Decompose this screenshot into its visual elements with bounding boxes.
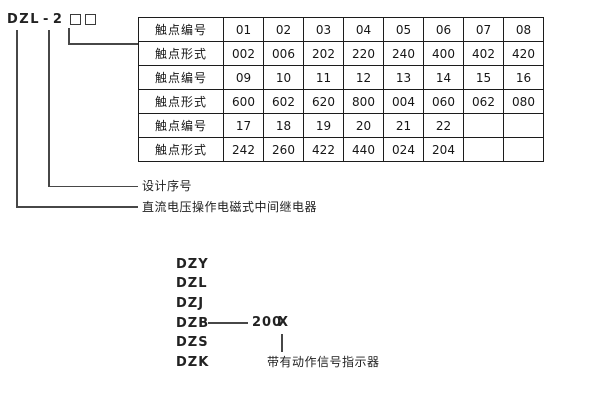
leader-line-design-serial-horizontal bbox=[48, 185, 138, 187]
legend-item-dzy: DZY bbox=[176, 257, 209, 272]
leader-line-relay-type-vertical bbox=[16, 30, 18, 207]
row-label: 触点编号 bbox=[138, 65, 224, 90]
table-cell: 400 bbox=[423, 41, 464, 66]
leader-line-contact-code-vertical bbox=[68, 28, 70, 45]
table-cell: 02 bbox=[263, 17, 304, 42]
table-cell bbox=[463, 113, 504, 138]
table-cell: 17 bbox=[223, 113, 264, 138]
model-code: DZL - 2 bbox=[7, 12, 97, 27]
table-cell: 15 bbox=[463, 65, 504, 90]
model-dash: - bbox=[43, 12, 50, 27]
table-cell: 05 bbox=[383, 17, 424, 42]
table-cell: 060 bbox=[423, 89, 464, 114]
table-cell bbox=[463, 137, 504, 162]
model-series-code: DZL bbox=[7, 12, 41, 27]
table-cell: 006 bbox=[263, 41, 304, 66]
relay-type-label: 直流电压操作电磁式中间继电器 bbox=[142, 200, 318, 214]
variant-indicator-connector-line bbox=[281, 334, 283, 352]
placeholder-box-icon bbox=[85, 14, 97, 25]
table-cell: 620 bbox=[303, 89, 344, 114]
table-cell: 12 bbox=[343, 65, 384, 90]
table-row: 触点编号 09 10 11 12 13 14 15 16 bbox=[138, 65, 544, 90]
leader-line-contact-code-horizontal bbox=[68, 43, 138, 45]
table-cell: 600 bbox=[223, 89, 264, 114]
row-label: 触点形式 bbox=[138, 41, 224, 66]
table-cell: 22 bbox=[423, 113, 464, 138]
table-cell: 16 bbox=[503, 65, 544, 90]
table-cell: 21 bbox=[383, 113, 424, 138]
row-label: 触点编号 bbox=[138, 113, 224, 138]
table-cell: 204 bbox=[423, 137, 464, 162]
table-cell: 18 bbox=[263, 113, 304, 138]
table-cell: 11 bbox=[303, 65, 344, 90]
legend-item-dzb: DZB bbox=[176, 316, 210, 331]
legend-item-dzs: DZS bbox=[176, 335, 209, 350]
table-cell: 10 bbox=[263, 65, 304, 90]
table-cell: 260 bbox=[263, 137, 304, 162]
table-cell: 06 bbox=[423, 17, 464, 42]
table-cell: 07 bbox=[463, 17, 504, 42]
table-cell: 602 bbox=[263, 89, 304, 114]
indicator-label: 带有动作信号指示器 bbox=[267, 355, 380, 369]
table-row: 触点形式 242 260 422 440 024 204 bbox=[138, 137, 544, 162]
dzb-connector-line bbox=[208, 322, 248, 324]
table-row: 触点编号 17 18 19 20 21 22 bbox=[138, 113, 544, 138]
table-cell: 420 bbox=[503, 41, 544, 66]
legend-item-dzl: DZL bbox=[176, 276, 208, 291]
placeholder-box-icon bbox=[70, 14, 82, 25]
table-cell: 20 bbox=[343, 113, 384, 138]
table-cell: 080 bbox=[503, 89, 544, 114]
table-cell bbox=[503, 113, 544, 138]
table-cell: 242 bbox=[223, 137, 264, 162]
model-design-number: 2 bbox=[52, 12, 64, 27]
table-cell: 14 bbox=[423, 65, 464, 90]
table-cell: 240 bbox=[383, 41, 424, 66]
table-cell: 08 bbox=[503, 17, 544, 42]
table-cell: 062 bbox=[463, 89, 504, 114]
table-cell bbox=[503, 137, 544, 162]
table-cell: 04 bbox=[343, 17, 384, 42]
table-cell: 19 bbox=[303, 113, 344, 138]
table-cell: 004 bbox=[383, 89, 424, 114]
table-cell: 422 bbox=[303, 137, 344, 162]
design-serial-label: 设计序号 bbox=[142, 179, 193, 193]
table-cell: 402 bbox=[463, 41, 504, 66]
contact-code-table: 触点编号 01 02 03 04 05 06 07 08 触点形式 002 00… bbox=[138, 17, 544, 162]
table-cell: 002 bbox=[223, 41, 264, 66]
table-cell: 800 bbox=[343, 89, 384, 114]
row-label: 触点形式 bbox=[138, 89, 224, 114]
row-label: 触点形式 bbox=[138, 137, 224, 162]
table-row: 触点编号 01 02 03 04 05 06 07 08 bbox=[138, 17, 544, 42]
legend-item-dzj: DZJ bbox=[176, 296, 205, 311]
leader-line-relay-type-horizontal bbox=[16, 206, 138, 208]
table-cell: 01 bbox=[223, 17, 264, 42]
table-cell: 13 bbox=[383, 65, 424, 90]
table-cell: 220 bbox=[343, 41, 384, 66]
table-row: 触点形式 600 602 620 800 004 060 062 080 bbox=[138, 89, 544, 114]
dzb-variant-x: X bbox=[278, 315, 290, 330]
table-cell: 03 bbox=[303, 17, 344, 42]
legend-item-dzk: DZK bbox=[176, 355, 210, 370]
table-row: 触点形式 002 006 202 220 240 400 402 420 bbox=[138, 41, 544, 66]
table-cell: 202 bbox=[303, 41, 344, 66]
table-cell: 09 bbox=[223, 65, 264, 90]
table-cell: 024 bbox=[383, 137, 424, 162]
table-cell: 440 bbox=[343, 137, 384, 162]
row-label: 触点编号 bbox=[138, 17, 224, 42]
leader-line-design-serial-vertical bbox=[48, 30, 50, 187]
dzb-value: 200 bbox=[252, 315, 283, 330]
